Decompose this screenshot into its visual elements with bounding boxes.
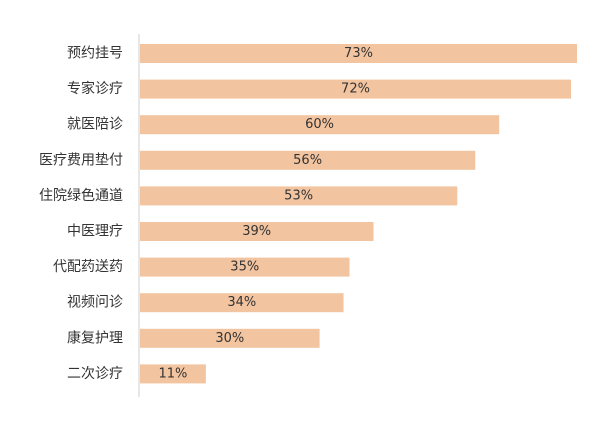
bar xyxy=(140,44,577,63)
value-label: 53% xyxy=(284,188,313,203)
category-label: 预约挂号 xyxy=(67,46,123,62)
bar xyxy=(140,328,320,348)
value-label: 30% xyxy=(215,331,244,346)
bar xyxy=(140,222,374,241)
bar xyxy=(140,79,572,99)
bar xyxy=(140,186,458,206)
value-label: 35% xyxy=(230,260,259,275)
value-label: 60% xyxy=(305,117,334,132)
value-label: 72% xyxy=(341,82,370,97)
category-label: 就医陪诊 xyxy=(67,117,123,133)
value-label: 56% xyxy=(293,153,322,168)
category-label: 代配药送药 xyxy=(53,259,123,275)
bar xyxy=(140,115,500,135)
category-label: 中医理疗 xyxy=(67,224,123,240)
value-label: 11% xyxy=(158,366,187,381)
category-label: 二次诊疗 xyxy=(67,366,123,382)
category-label: 医疗费用垫付 xyxy=(39,152,123,168)
bar xyxy=(140,150,476,170)
bar xyxy=(140,293,344,313)
bars-group: 预约挂号 73% 专家诊疗 72% 就医陪诊 60% 医疗费用垫付 56% 住院绿色通道 53% 中… xyxy=(39,44,577,384)
bar xyxy=(140,364,206,384)
category-label: 专家诊疗 xyxy=(67,80,123,97)
bar xyxy=(140,257,350,277)
category-label: 康复护理 xyxy=(67,329,123,346)
value-label: 73% xyxy=(344,46,373,61)
category-label: 视频问诊 xyxy=(67,295,123,311)
value-label: 39% xyxy=(242,224,271,239)
value-label: 34% xyxy=(227,295,256,310)
category-label: 住院绿色通道 xyxy=(39,187,123,204)
